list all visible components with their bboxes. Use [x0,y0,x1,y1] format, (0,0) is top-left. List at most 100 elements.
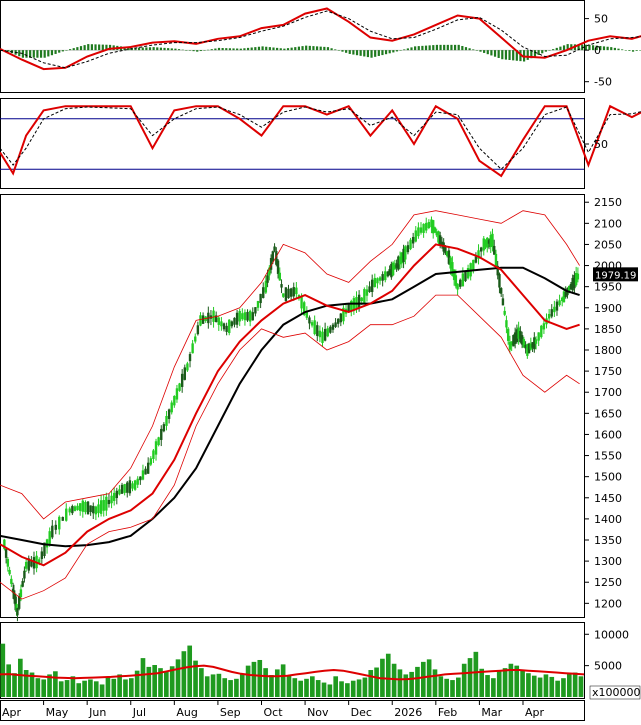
price-candle-body [4,549,8,558]
price-candle-body [180,373,184,387]
price-y-tick-label: 1550 [594,450,622,463]
macd-histogram-bar [497,50,500,58]
price-candle-body [357,294,361,308]
price-y-tick-label: 1850 [594,323,622,336]
volume-bar [251,661,257,697]
macd-histogram-bar [450,44,453,51]
price-bollinger-lower [0,294,580,600]
price-candle-body [409,239,412,250]
price-candle-body [406,245,410,253]
macd-histogram-bar [555,47,558,51]
volume-bar [397,669,403,697]
volume-bar [6,664,11,697]
price-candle-body [576,273,580,280]
price-candle-body [251,312,254,321]
price-candle-body [24,561,28,569]
price-candle-body [84,502,87,513]
x-tick-label: Dec [351,706,372,719]
macd-histogram-bar [265,46,268,51]
macd-macd-line [0,7,641,71]
price-candle-body [43,542,46,557]
x-tick-label: Mar [481,706,502,719]
macd-histogram-bar [530,50,533,59]
volume-bar [239,674,245,697]
volume-bar [561,678,566,697]
macd-histogram-bar [363,50,366,57]
price-candle-body [170,402,173,413]
macd-histogram-bar [352,50,355,55]
volume-bar [222,678,228,697]
macd-histogram-bar [239,48,242,51]
macd-histogram-bar [94,44,97,51]
price-candle-body [89,505,92,513]
price-candle-body [305,311,309,318]
macd-histogram-bar [424,45,428,51]
volume-bar [210,674,216,697]
volume-bar [456,677,461,697]
macd-histogram-bar [90,44,93,51]
price-candle-body [241,313,244,320]
volume-bar [537,677,543,697]
volume-bar [193,660,198,697]
volume-bar [105,677,111,697]
macd-histogram-bar [72,48,75,51]
price-candle-body [419,227,423,233]
macd-histogram-bar [341,50,344,52]
price-candle-body [527,343,531,354]
price-candle-body [484,240,487,247]
macd-histogram-bar [76,47,79,51]
macd-histogram-bar [392,50,395,53]
macd-histogram-bar [403,49,406,51]
volume-bar [123,679,128,697]
macd-histogram-bar [108,44,112,51]
macd-histogram-bar [79,46,83,51]
macd-panel: 50 0 -50 [0,7,641,89]
macd-histogram-bar [127,47,130,51]
price-candle-body [562,291,566,303]
price-candle-body [503,310,506,315]
price-y-tick-label: 1750 [594,365,622,378]
price-candle-body [449,257,452,269]
volume-bar [0,643,6,697]
volume-bar [58,681,64,697]
x-tick-label: Jun [88,706,106,719]
price-candle-body [186,363,189,371]
volume-bar [572,672,578,697]
price-candle-body [173,395,176,406]
price-candle-body [110,495,113,504]
price-candle-body [107,499,111,505]
macd-histogram-bar [177,49,181,51]
price-candle-body [391,262,395,276]
price-candle-body [268,267,271,276]
macd-histogram-bar [399,50,402,51]
macd-histogram-bar [152,47,155,51]
price-candle-body [30,560,33,567]
price-candle-body [222,323,226,330]
price-candle-body [214,315,218,323]
macd-histogram-bar [446,44,449,51]
price-candle-body [513,332,517,344]
macd-histogram-bar [588,44,591,51]
volume-bar [140,658,146,697]
volume-bar [228,680,233,697]
macd-histogram-bar [388,50,391,54]
price-y-tick-label: 1300 [594,555,622,568]
price-candle-body [243,312,247,321]
price-candle-body [540,325,543,338]
price-candle-body [14,596,17,611]
volume-bar [339,681,344,697]
macd-histogram-bar [621,49,624,51]
volume-bar [152,665,157,697]
price-candle-body [58,516,61,530]
price-candle-body [474,256,478,263]
volume-bar [245,665,251,697]
price-candle-body [191,343,194,354]
price-candle-body [529,343,533,350]
macd-histogram-bar [98,44,101,51]
price-y-tick-label: 1600 [594,428,622,441]
price-candle-body [564,291,567,297]
price-candle-body [275,251,278,265]
price-candle-body [128,480,132,494]
price-candle-body [537,332,540,341]
macd-histogram-bar [312,46,315,51]
